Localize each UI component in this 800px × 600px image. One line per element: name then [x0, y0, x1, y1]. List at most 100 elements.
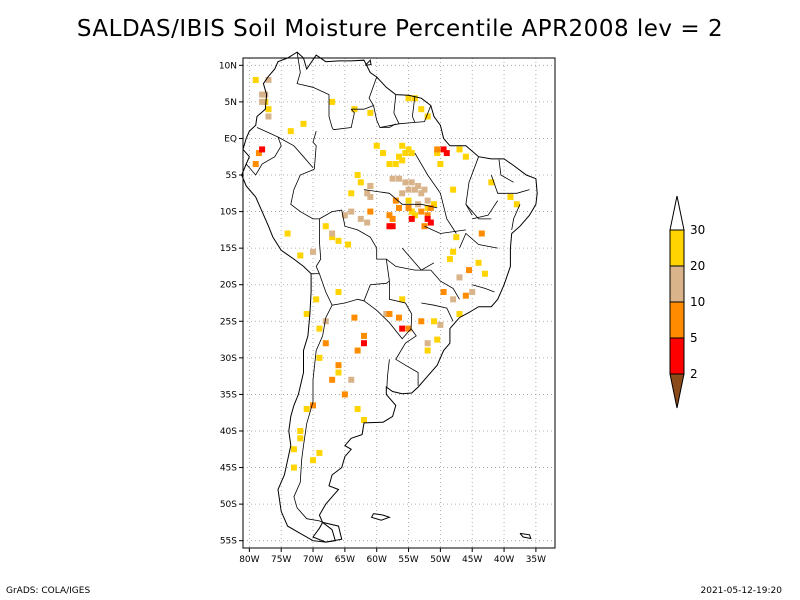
border-line: [319, 209, 390, 282]
border-line: [386, 258, 431, 271]
shade-cell: [287, 128, 294, 135]
border-line: [319, 273, 365, 306]
shade-cell: [348, 376, 355, 383]
lat-tick-label: 25S: [220, 317, 237, 327]
shade-cell: [475, 259, 482, 266]
border-line: [459, 232, 498, 249]
border-line: [293, 305, 333, 523]
shade-cell: [341, 212, 348, 219]
shade-cell: [290, 464, 297, 471]
shade-cell: [411, 186, 418, 193]
shade-cell: [402, 179, 409, 186]
shade-cell: [431, 318, 438, 325]
shade-cell: [405, 146, 412, 153]
shade-cell: [411, 212, 418, 219]
shade-cell: [329, 98, 336, 105]
coastlines: [241, 51, 538, 543]
shade-cell: [462, 292, 469, 299]
shade-cell: [354, 406, 361, 413]
lon-tick-label: 50W: [430, 555, 450, 565]
shade-cell: [424, 347, 431, 354]
lon-tick-label: 75W: [271, 555, 291, 565]
border-line: [498, 159, 514, 183]
border-line: [490, 174, 530, 194]
colorbar-label: 2: [690, 367, 698, 381]
shade-cell: [259, 98, 266, 105]
shade-cell: [469, 289, 476, 296]
shade-cell: [380, 150, 387, 157]
border-line: [421, 302, 454, 322]
shade-cell: [418, 318, 425, 325]
colorbar-segment: [669, 301, 685, 339]
colorbar-label: 30: [690, 223, 705, 237]
shade-cell: [405, 204, 412, 211]
shade-cell: [418, 106, 425, 113]
shade-cell: [434, 150, 441, 157]
shade-cell: [408, 179, 415, 186]
shade-cell: [360, 332, 367, 339]
shade-cell: [357, 215, 364, 222]
lat-tick-label: 10S: [220, 208, 237, 218]
shade-cell: [354, 347, 361, 354]
border-line: [414, 152, 457, 234]
shade-cell: [252, 76, 259, 83]
shade-cell: [360, 417, 367, 424]
border-line: [472, 200, 499, 220]
shade-cell: [297, 435, 304, 442]
colorbar-cap-bottom: [669, 373, 685, 409]
shade-cell: [262, 91, 269, 98]
shade-cell: [434, 336, 441, 343]
shade-cell: [354, 172, 361, 179]
shade-cell: [421, 223, 428, 230]
lon-tick-label: 80W: [239, 555, 259, 565]
border-line: [395, 328, 419, 386]
shade-cell: [396, 175, 402, 182]
lat-tick-label: 55S: [220, 537, 237, 547]
shade-cell: [386, 310, 393, 317]
lon-tick-label: 55W: [398, 555, 418, 565]
island-outline: [370, 513, 391, 521]
lat-tick-label: 20S: [220, 281, 237, 291]
shade-cell: [348, 208, 355, 215]
shade-cell: [437, 321, 444, 328]
shade-cell: [316, 354, 323, 361]
border-line: [472, 284, 495, 293]
shade-cell: [389, 215, 396, 222]
colorbar-segment: [669, 229, 685, 267]
shade-cell: [424, 113, 431, 120]
shade-cell: [335, 289, 342, 296]
shade-cell: [427, 204, 434, 211]
border-line: [401, 247, 435, 271]
shade-cell: [462, 153, 469, 160]
shade-cell: [360, 340, 367, 347]
lat-tick-label: 30S: [220, 354, 237, 364]
shade-cell: [399, 190, 406, 197]
lon-tick-label: 70W: [303, 555, 323, 565]
border-line: [388, 281, 413, 329]
shade-cell: [450, 248, 457, 255]
lat-tick-label: EQ: [224, 134, 237, 144]
shade-cell: [335, 369, 342, 376]
shade-cell: [310, 457, 317, 464]
shade-cell: [437, 161, 444, 168]
lon-tick-label: 40W: [494, 555, 514, 565]
shade-cell: [389, 175, 396, 182]
colorbar: 30 20 10 5 2: [669, 195, 705, 409]
shade-cell: [386, 223, 393, 230]
shade-cell: [507, 193, 514, 200]
border-line: [363, 300, 412, 340]
shade-cell: [303, 406, 310, 413]
shade-cell: [446, 256, 453, 263]
map-title: SALDAS/IBIS Soil Moisture Percentile APR…: [76, 16, 724, 42]
footer-credit: GrADS: COLA/IGES: [6, 586, 91, 596]
axis-ticks: 80W 75W 70W 65W 60W 55W 50W 45W 40W 35W 10N 5N EQ 5S 1…: [219, 61, 546, 565]
lat-tick-label: 35S: [220, 390, 237, 400]
shade-cell: [424, 197, 431, 204]
shade-cell: [284, 230, 291, 237]
border-line: [296, 52, 334, 130]
shade-cell: [424, 204, 431, 211]
colorbar-label: 20: [690, 259, 705, 273]
shade-cell: [345, 241, 352, 248]
lat-tick-label: 45S: [220, 464, 237, 474]
